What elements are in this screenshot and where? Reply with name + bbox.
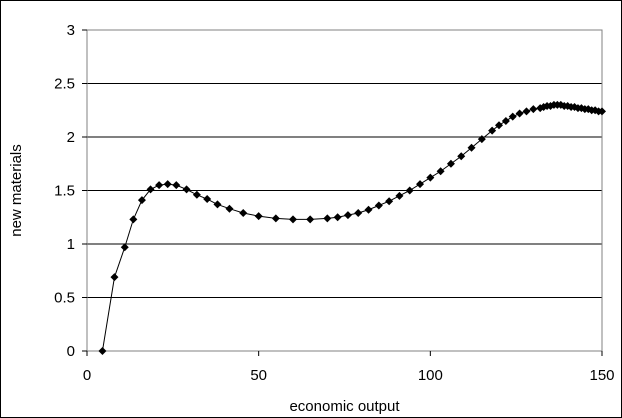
data-point — [120, 243, 129, 252]
data-point — [515, 109, 524, 118]
data-point — [529, 105, 538, 114]
data-point — [457, 152, 466, 161]
data-point — [354, 208, 363, 217]
data-point — [436, 167, 445, 176]
data-point — [203, 195, 212, 204]
y-axis-title: new materials — [8, 144, 25, 237]
data-point — [501, 116, 510, 125]
data-point — [192, 190, 201, 199]
data-point — [426, 173, 435, 182]
data-point — [323, 214, 332, 223]
x-axis-ticks: 0 50 100 150 — [83, 351, 615, 384]
x-axis-title: economic output — [289, 398, 400, 415]
data-point — [385, 197, 394, 206]
data-point — [416, 180, 425, 189]
data-point — [446, 159, 455, 168]
data-point — [395, 191, 404, 200]
y-tick-label: 0 — [67, 343, 75, 360]
data-point — [495, 121, 503, 130]
data-point — [488, 126, 497, 135]
data-point — [289, 215, 297, 224]
data-point — [172, 181, 181, 190]
data-point — [306, 215, 315, 224]
data-point — [598, 107, 606, 116]
data-series — [98, 100, 606, 355]
data-point — [213, 200, 222, 209]
data-point — [467, 143, 476, 152]
x-tick-label: 150 — [589, 367, 614, 384]
data-point — [98, 347, 107, 355]
x-tick-label: 0 — [83, 367, 91, 384]
data-point — [182, 185, 191, 194]
data-point — [225, 204, 234, 213]
data-point — [374, 201, 383, 210]
x-tick-label: 100 — [418, 367, 443, 384]
y-tick-label: 1 — [67, 236, 75, 253]
data-point — [522, 107, 531, 116]
data-point — [239, 208, 248, 217]
data-point — [146, 185, 155, 194]
data-point — [508, 112, 517, 121]
data-point — [155, 181, 164, 190]
y-tick-label: 3 — [67, 22, 75, 39]
y-tick-label: 2.5 — [54, 76, 75, 93]
x-tick-label: 50 — [250, 367, 267, 384]
data-point — [163, 180, 172, 189]
y-tick-label: 1.5 — [54, 183, 75, 200]
data-point — [343, 211, 352, 220]
data-point — [405, 186, 414, 195]
y-tick-label: 0.5 — [54, 290, 75, 307]
y-axis-ticks: 0 0.5 1 1.5 2 2.5 3 — [54, 22, 87, 360]
data-point — [477, 135, 486, 144]
data-point — [271, 214, 280, 223]
data-point — [137, 196, 146, 205]
data-point — [254, 212, 263, 221]
data-point — [129, 215, 138, 224]
series-line — [101, 104, 602, 352]
y-tick-label: 2 — [67, 129, 75, 146]
data-point — [364, 205, 373, 214]
data-point — [110, 273, 119, 282]
data-point — [333, 213, 342, 222]
gridlines — [87, 83, 602, 298]
